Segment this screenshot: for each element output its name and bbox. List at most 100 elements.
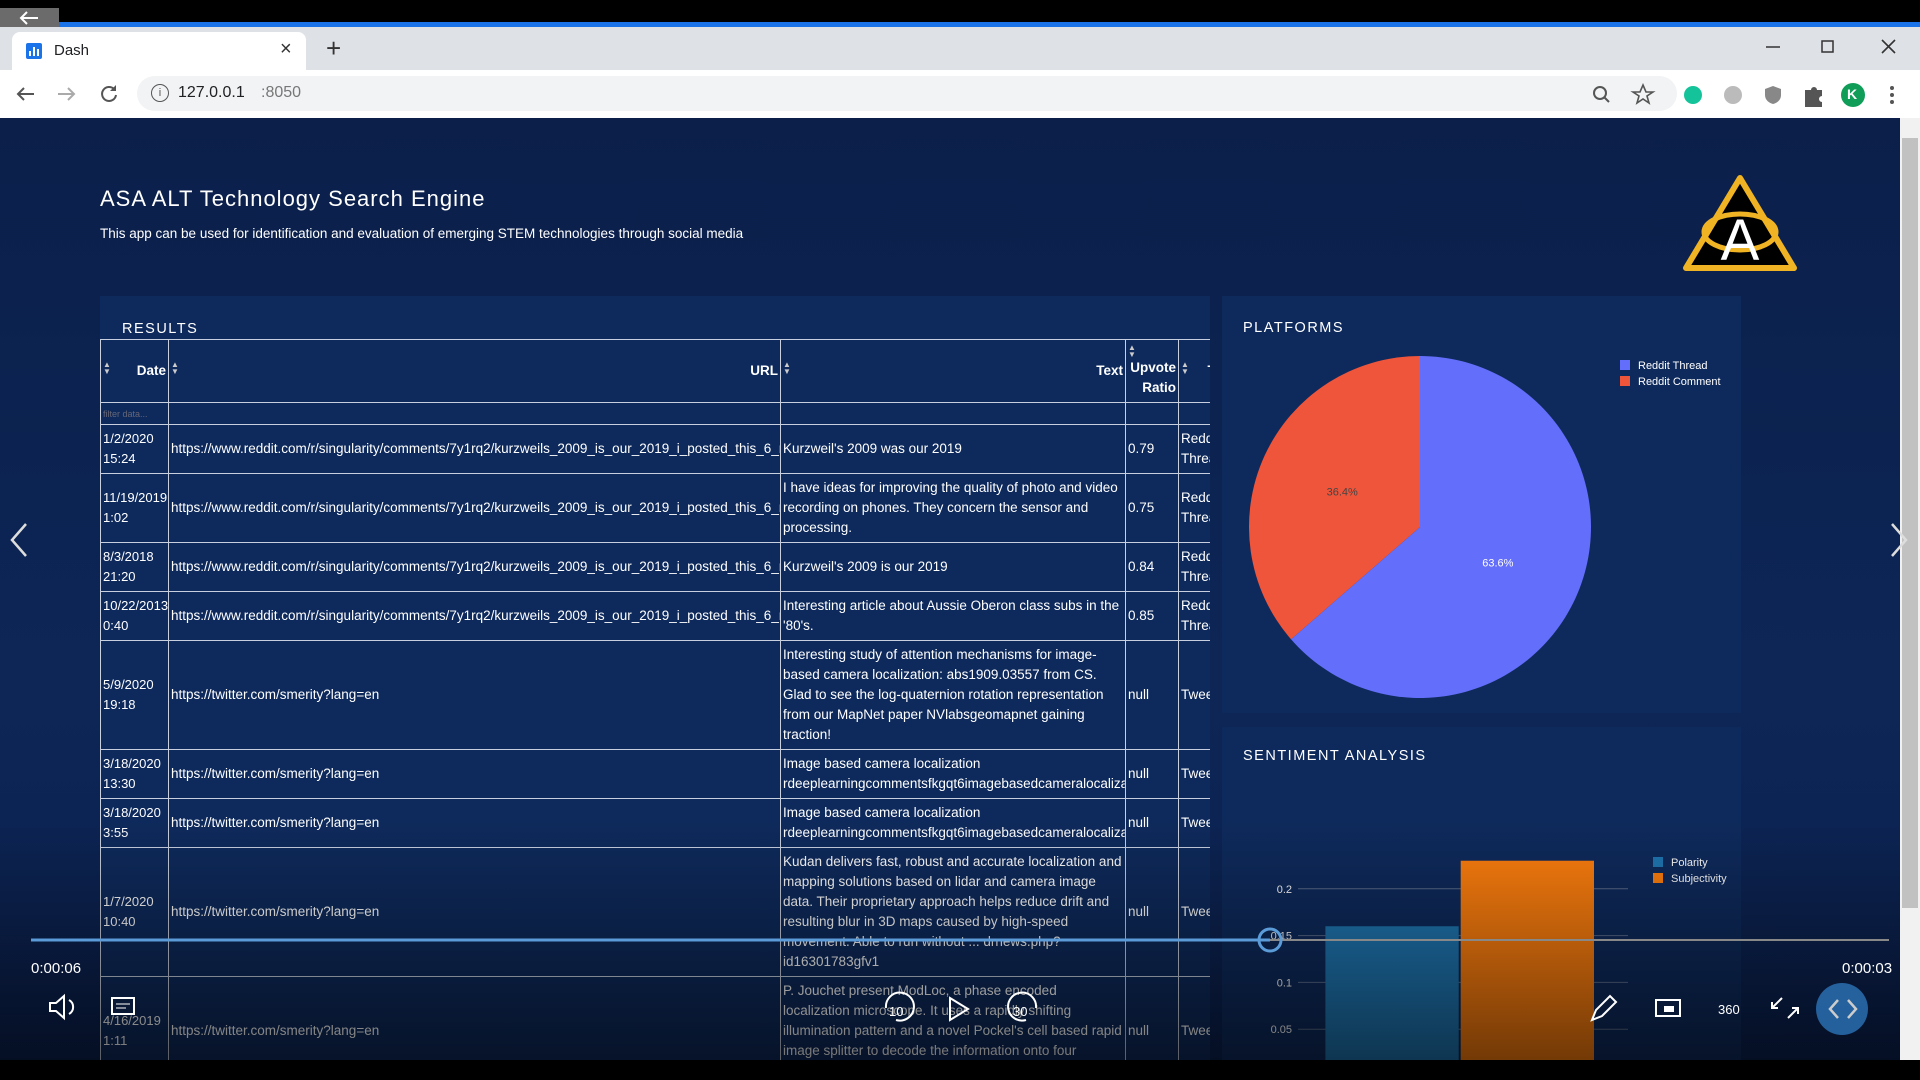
cell-ratio: 0.85 xyxy=(1125,591,1179,641)
table-row: 3/18/2020 3:55 https://twitter.com/smerit… xyxy=(100,798,1210,848)
omnibox[interactable]: i 127.0.0.1 :8050 xyxy=(137,76,1677,111)
tab-close[interactable]: × xyxy=(280,38,292,60)
filter-cell[interactable] xyxy=(1178,402,1210,425)
pie-chart: PLATFORMS 63.6% 36.4% Reddit Thread Reddit C… xyxy=(1243,320,1721,698)
table-row: 3/18/2020 13:30 https://twitter.com/smeri… xyxy=(100,749,1210,799)
table-row: 1/2/2020 15:24 https://www.reddit.com/r/s… xyxy=(100,424,1210,474)
skip-forward-label[interactable]: 30 xyxy=(1013,1004,1028,1019)
header-cell[interactable]: ▲ ▼ Type xyxy=(1178,339,1210,403)
cell-type: Reddit Thread xyxy=(1178,542,1210,592)
header-text: Upvote Ratio xyxy=(1130,360,1176,395)
legend-swatch xyxy=(1620,360,1630,370)
cell-text: Interesting article about Aussie Oberon … xyxy=(780,591,1126,641)
results-title: RESULTS xyxy=(122,321,199,337)
scroll-thumb[interactable] xyxy=(1902,138,1918,908)
profile-initial[interactable]: K xyxy=(1847,86,1858,102)
legend-label: Reddit Comment xyxy=(1638,376,1721,388)
tab-strip xyxy=(0,27,1920,70)
logo: A xyxy=(1683,175,1797,273)
cell-url: https://www.reddit.com/r/singularity/com… xyxy=(168,542,781,592)
cell-url: https://www.reddit.com/r/singularity/com… xyxy=(168,591,781,641)
table-row: 5/9/2020 19:18 https://twitter.com/smerit… xyxy=(100,640,1210,750)
cell-type: Tweet xyxy=(1178,798,1210,848)
tab-icon xyxy=(26,43,42,59)
pie-slice xyxy=(1249,356,1420,640)
sort-arrows: ▲ ▼ xyxy=(1128,343,1136,359)
header-row: ▲ ▼Date▲ ▼URL▲ ▼Text▲ ▼Upvote Ratio▲ ▼Ty… xyxy=(100,339,1210,403)
side-arrows[interactable] xyxy=(0,510,1920,570)
legend-label: Polarity xyxy=(1671,857,1708,869)
logo-letter: A xyxy=(1721,208,1760,273)
cell-date: 10/22/2013 0:40 xyxy=(100,591,169,641)
window-controls[interactable] xyxy=(1760,36,1910,58)
cell-ratio: null xyxy=(1125,798,1179,848)
cell-type: Reddit Thread xyxy=(1178,591,1210,641)
video-controls[interactable] xyxy=(0,920,1920,1060)
cell-ratio: 0.84 xyxy=(1125,542,1179,592)
chart-title: PLATFORMS xyxy=(1243,320,1344,336)
legend-label: Subjectivity xyxy=(1671,873,1727,885)
header-cell[interactable]: ▲ ▼ Text xyxy=(780,339,1126,403)
pie-slice xyxy=(1291,356,1591,698)
cell-url: https://twitter.com/smerity?lang=en xyxy=(168,798,781,848)
app: ASA ALT Technology Search Engine This ap… xyxy=(0,118,1900,1060)
cell-url: https://www.reddit.com/r/singularity/com… xyxy=(168,424,781,474)
sort-arrows: ▲ ▼ xyxy=(171,360,179,376)
sort-arrows: ▲ ▼ xyxy=(103,360,111,376)
scrollbar[interactable] xyxy=(1900,118,1920,1060)
header-text: URL xyxy=(750,363,778,378)
header-cell[interactable]: ▲ ▼ Upvote Ratio xyxy=(1125,339,1179,403)
filter-placeholder: filter data... xyxy=(103,409,148,419)
cell-ratio: null xyxy=(1125,640,1179,750)
platforms-panel: PLATFORMS 63.6% 36.4% Reddit Thread Reddit C… xyxy=(1222,296,1741,713)
cell-type: Reddit Thread xyxy=(1178,424,1210,474)
chart-title: SENTIMENT ANALYSIS xyxy=(1243,748,1427,764)
legend-swatch xyxy=(1620,376,1630,386)
cell-type: Reddit Thread xyxy=(1178,473,1210,543)
skip-back-label[interactable]: 10 xyxy=(889,1004,904,1019)
cell-ratio: 0.79 xyxy=(1125,424,1179,474)
sort-arrows: ▲ ▼ xyxy=(1181,360,1189,376)
y-tick-label: 0.2 xyxy=(1277,884,1292,896)
filter-cell[interactable]: filter data... xyxy=(100,402,169,425)
nav-buttons[interactable] xyxy=(14,83,124,105)
legend-swatch xyxy=(1653,857,1663,867)
badge-360[interactable]: 360 xyxy=(1718,1002,1740,1017)
table-row: 11/19/2019 1:02 https://www.reddit.com/r/… xyxy=(100,473,1210,543)
cell-date: 3/18/2020 3:55 xyxy=(100,798,169,848)
back-icon[interactable] xyxy=(18,10,40,26)
cell-date: 1/2/2020 15:24 xyxy=(100,424,169,474)
sort-arrows: ▲ ▼ xyxy=(783,360,791,376)
filter-cell[interactable] xyxy=(780,402,1126,425)
info-icon[interactable]: i xyxy=(151,84,169,102)
cell-text: Image based camera localization rdeeplea… xyxy=(780,749,1126,799)
cell-type: Tweet xyxy=(1178,640,1210,750)
url-host: 127.0.0.1 xyxy=(178,84,245,101)
tab-title: Dash xyxy=(54,42,90,59)
legend-label: Reddit Thread xyxy=(1638,360,1708,372)
cell-text: I have ideas for improving the quality o… xyxy=(780,473,1126,543)
cell-type: Tweet xyxy=(1178,749,1210,799)
cell-url: https://twitter.com/smerity?lang=en xyxy=(168,749,781,799)
header-cell[interactable]: ▲ ▼ URL xyxy=(168,339,781,403)
filter-cell[interactable] xyxy=(1125,402,1179,425)
header-text: Date xyxy=(136,363,166,378)
elapsed-time: 0:00:06 xyxy=(31,960,82,977)
progress-strip xyxy=(59,22,1920,27)
cell-date: 3/18/2020 13:30 xyxy=(100,749,169,799)
header-cell[interactable]: ▲ ▼ Date xyxy=(100,339,169,403)
header-text: Type xyxy=(1207,363,1210,378)
legend-swatch xyxy=(1653,873,1663,883)
new-tab[interactable]: + xyxy=(326,33,342,63)
cell-date: 5/9/2020 19:18 xyxy=(100,640,169,750)
filter-cell[interactable] xyxy=(168,402,781,425)
tab[interactable]: Dash × xyxy=(12,32,306,70)
cell-url: https://www.reddit.com/r/singularity/com… xyxy=(168,473,781,543)
cell-text: Image based camera localization rdeeplea… xyxy=(780,798,1126,848)
browser-icons[interactable] xyxy=(1590,82,1900,108)
url-port: :8050 xyxy=(261,84,302,101)
app-title: ASA ALT Technology Search Engine xyxy=(100,186,486,211)
app-subtitle: This app can be used for identification … xyxy=(100,226,744,241)
cell-text: Kurzweil's 2009 was our 2019 xyxy=(780,424,1126,474)
filter-row: filter data... xyxy=(100,402,1210,425)
